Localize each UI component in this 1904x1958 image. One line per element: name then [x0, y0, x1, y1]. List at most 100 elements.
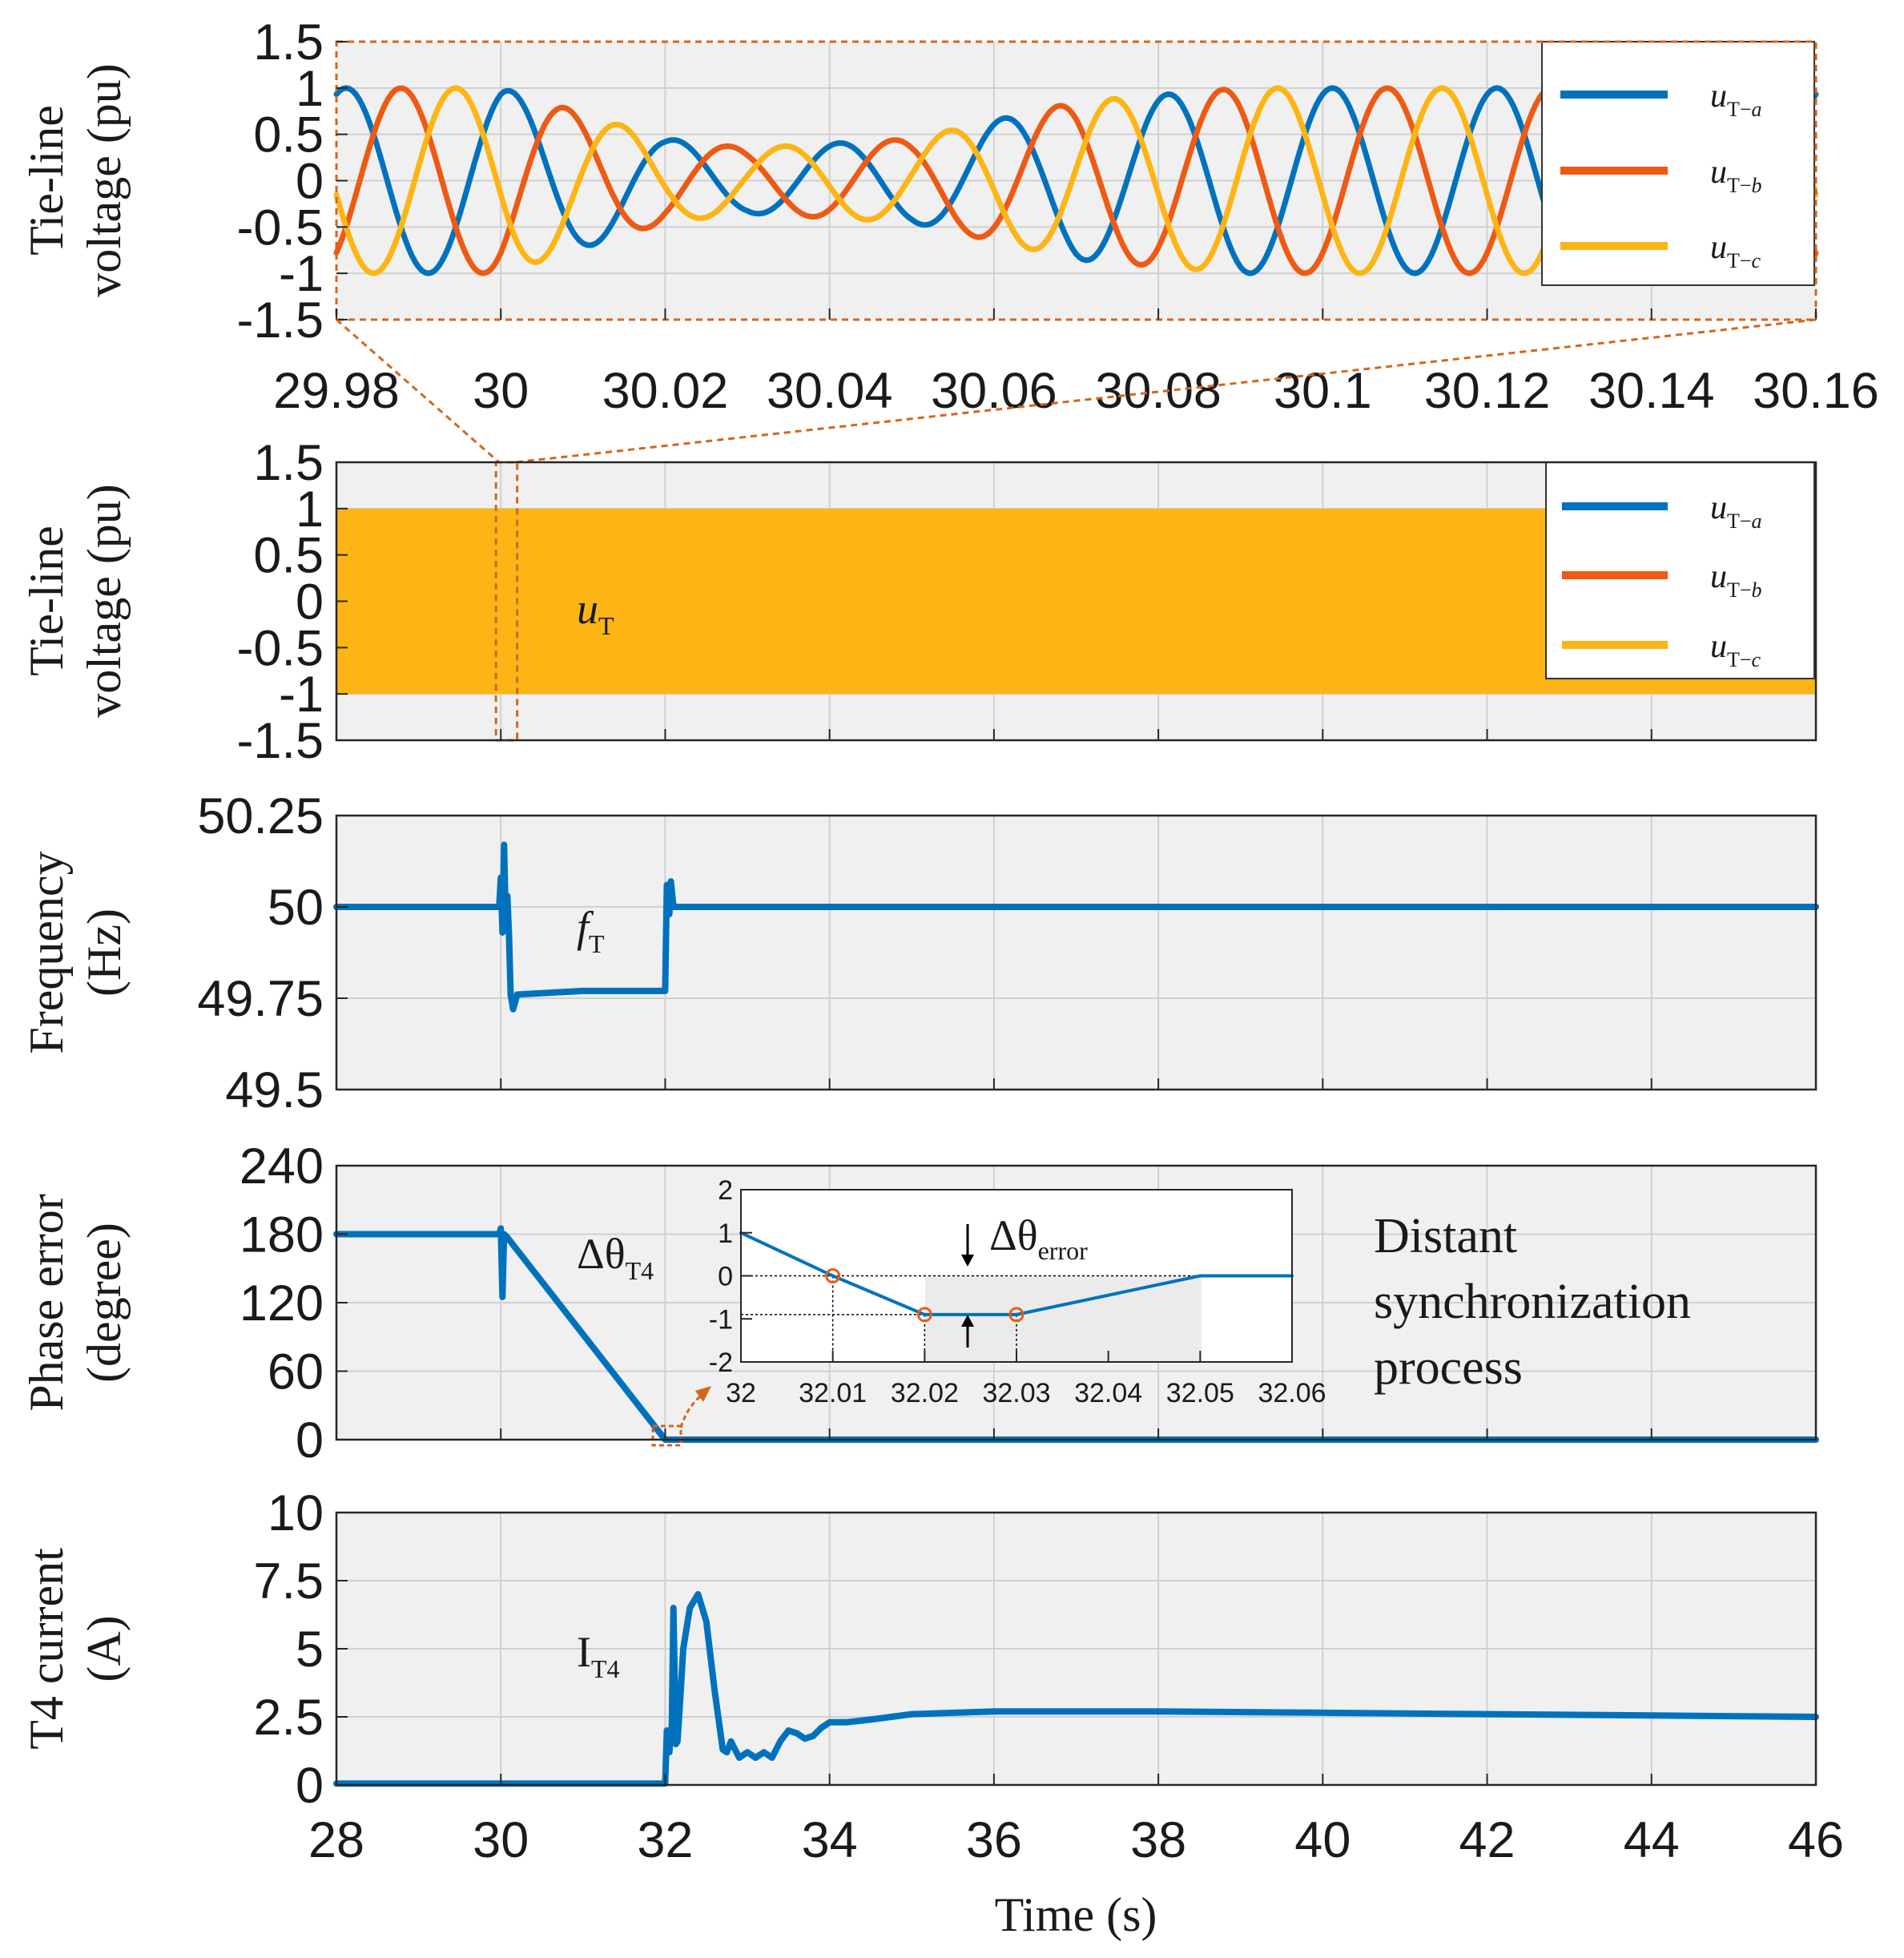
y-tick-label: 49.75 — [197, 971, 324, 1027]
y-tick-label: 10 — [268, 1485, 324, 1541]
panel-current: IT4 10 7.5 5 2.5 0 28 30 32 34 36 38 40 42 44 46 T4 c… — [20, 1485, 1844, 1941]
zoom-legend-label-c: uT−c — [1710, 229, 1761, 272]
y-tick-label: 0 — [296, 1412, 324, 1468]
phase-ylabel-line1: Phase error — [20, 1194, 73, 1412]
y-tick-label: 1 — [718, 1219, 733, 1249]
inset-marker — [916, 1307, 932, 1323]
x-tick-label: 32.05 — [1166, 1378, 1234, 1408]
zoom-connector-right — [514, 318, 1817, 464]
current-ylabel-line2: (A) — [78, 1615, 131, 1682]
y-tick-label: -1.5 — [236, 292, 324, 348]
inset-series — [739, 1231, 1294, 1316]
x-tick-label: 32 — [726, 1378, 756, 1408]
y-tick-label: 120 — [240, 1275, 324, 1332]
y-tick-label: -1 — [709, 1304, 733, 1335]
y-tick-label: 50.25 — [197, 788, 324, 844]
current-ylabel-line1: T4 current — [20, 1548, 73, 1750]
phase-zoom-arrowhead — [695, 1386, 711, 1402]
zoom-legend-label-a: uT−a — [1710, 78, 1762, 121]
overview-legend: uT−a uT−b uT−c — [1545, 461, 1815, 679]
x-tick-label: 32.01 — [799, 1378, 867, 1408]
x-tick-label: 46 — [1788, 1812, 1844, 1868]
zoom-legend: uT−a uT−b uT−c — [1541, 41, 1815, 286]
overview-zoom-window — [494, 461, 519, 742]
frequency-ylabel-line2: (Hz) — [78, 908, 131, 997]
x-tick-label: 30 — [473, 363, 529, 419]
phase-ylabel-line2: (degree) — [78, 1223, 131, 1383]
y-tick-label: 180 — [240, 1207, 324, 1263]
y-tick-label: -0.5 — [236, 620, 324, 676]
y-tick-label: -1.5 — [236, 713, 324, 769]
inset-marker — [825, 1268, 841, 1283]
overview-ylabel-line2: voltage (pu) — [78, 484, 131, 718]
phase-inset: Δθerror 2 1 0 -1 -2 32 32.01 32.02 32.03 32.04 32… — [709, 1175, 1326, 1408]
y-tick-label: 1.5 — [253, 435, 324, 491]
inset-arrowhead-top — [961, 1255, 974, 1267]
x-tick-label: 32.06 — [1258, 1378, 1326, 1408]
y-tick-label: 2 — [718, 1175, 733, 1206]
x-tick-label: 30.02 — [602, 363, 729, 419]
y-tick-label: 60 — [268, 1344, 324, 1400]
x-tick-label: 30.16 — [1753, 363, 1879, 419]
frequency-ylabel-line1: Frequency — [20, 851, 73, 1054]
zoom-ylabel-line2: voltage (pu) — [78, 63, 131, 297]
current-annotation: IT4 — [577, 1628, 620, 1683]
current-series-IT4 — [333, 1591, 1819, 1787]
x-tick-label: 32 — [637, 1812, 693, 1868]
y-tick-label: 0 — [296, 154, 324, 210]
y-tick-label: -0.5 — [236, 199, 324, 256]
phase-note-line3: process — [1374, 1340, 1523, 1395]
zoom-legend-label-b: uT−b — [1710, 154, 1762, 197]
x-tick-label: 38 — [1130, 1812, 1186, 1868]
y-tick-label: 5 — [296, 1622, 324, 1678]
y-tick-label: 0.5 — [253, 107, 324, 163]
x-tick-label: 30.06 — [931, 363, 1057, 419]
y-tick-label: 0 — [296, 1758, 324, 1814]
y-tick-label: -2 — [709, 1348, 733, 1378]
x-axis-title: Time (s) — [995, 1888, 1157, 1941]
y-tick-label: 240 — [240, 1138, 324, 1195]
x-tick-label: 42 — [1459, 1812, 1516, 1868]
y-tick-label: 0.5 — [253, 528, 324, 584]
zoom-ylabel-line1: Tie-line — [20, 105, 73, 256]
y-tick-label: 49.5 — [225, 1062, 324, 1118]
panel-phase: ΔθT4 Distant synchronization process Δθe… — [20, 1138, 1819, 1468]
frequency-axes-frame — [335, 814, 1817, 1091]
y-tick-label: 7.5 — [253, 1553, 324, 1610]
panel-zoom: uT−a uT−b uT−c 1.510.50-0.5-1-1.5 29.98 3… — [20, 14, 1879, 419]
frequency-axes-bg — [336, 816, 1816, 1090]
inset-arrowhead-bottom — [961, 1315, 974, 1327]
y-tick-label: 0 — [718, 1262, 733, 1292]
inset-shade — [925, 1275, 1202, 1362]
y-tick-label: -1 — [279, 246, 324, 302]
x-tick-label: 34 — [802, 1812, 858, 1868]
inset-label: Δθerror — [989, 1211, 1088, 1265]
phase-note-line1: Distant — [1374, 1209, 1517, 1263]
y-tick-label: 2.5 — [253, 1690, 324, 1746]
x-tick-label: 29.98 — [273, 363, 400, 419]
overview-legend-label-b: uT−b — [1710, 558, 1762, 602]
phase-zoom-arrow — [679, 1392, 704, 1428]
y-tick-label: 1.5 — [253, 14, 324, 71]
frequency-series-fT — [333, 841, 1819, 1013]
x-tick-label: 30.08 — [1095, 363, 1222, 419]
y-tick-label: 1 — [296, 61, 324, 117]
overview-annotation: uT — [577, 585, 614, 640]
zoom-connector-left — [336, 318, 500, 464]
y-tick-label: 0 — [296, 574, 324, 631]
x-tick-label: 44 — [1624, 1812, 1680, 1868]
x-tick-label: 30.14 — [1588, 363, 1715, 419]
y-tick-label: -1 — [279, 667, 324, 723]
overview-legend-label-c: uT−c — [1710, 628, 1761, 671]
panel-overview: uT uT−a uT−b uT−c 1.510.50-0.5-1-1.5 Tie… — [20, 435, 1817, 769]
y-tick-label: 50 — [268, 880, 324, 936]
x-tick-label: 32.02 — [891, 1378, 959, 1408]
x-tick-label: 30.04 — [767, 363, 893, 419]
x-tick-label: 32.04 — [1074, 1378, 1142, 1408]
phase-annotation: ΔθT4 — [577, 1230, 654, 1285]
y-tick-label: 1 — [296, 481, 324, 538]
x-tick-label: 30 — [473, 1812, 529, 1868]
x-tick-label: 30.1 — [1274, 363, 1372, 419]
